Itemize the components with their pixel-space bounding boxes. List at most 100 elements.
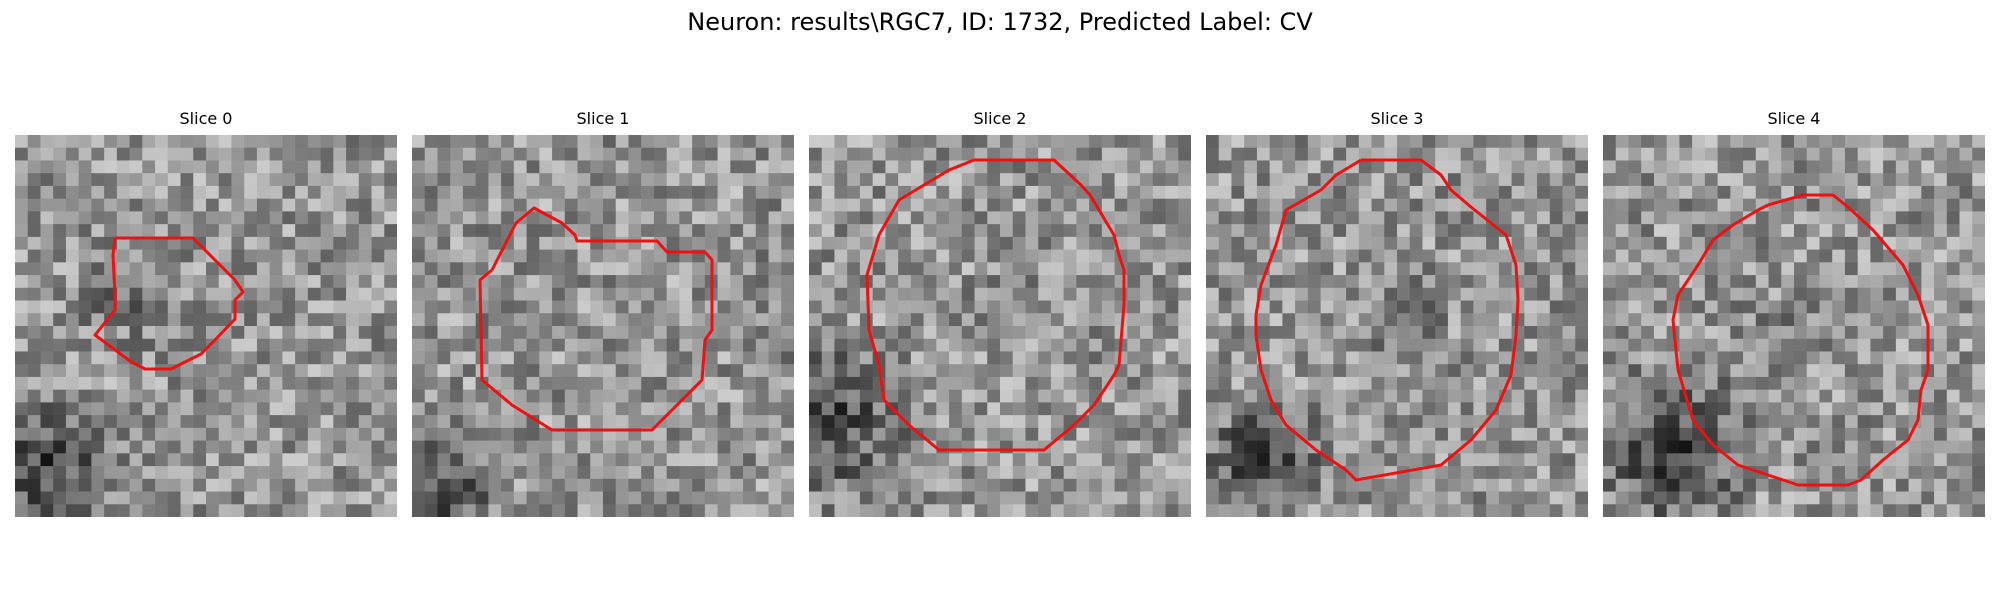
pixel-cell [743,491,757,505]
pixel-cell [1511,453,1525,467]
pixel-cell [628,147,642,162]
pixel-cell [1127,427,1141,442]
pixel-cell [1409,185,1424,200]
pixel-cell [821,262,836,276]
pixel-cell [743,160,757,174]
pixel-cell [1435,185,1449,200]
pixel-cell [1269,313,1283,327]
pixel-cell [1178,173,1191,187]
pixel-cell [1473,440,1487,454]
pixel-cell [295,491,309,505]
pixel-cell [1806,364,1821,378]
pixel-cell [730,249,744,263]
pixel-cell [1218,351,1233,365]
pixel-cell [1244,491,1258,505]
pixel-cell [1615,415,1630,429]
pixel-cell [65,338,80,353]
pixel-cell [987,364,1001,378]
pixel-cell [53,427,67,442]
pixel-cell [615,135,630,149]
pixel-cell [412,389,426,403]
pixel-cell [269,236,283,251]
pixel-cell [1397,160,1411,174]
pixel-cell [1537,364,1551,378]
pixel-cell [1460,402,1474,416]
pixel-cell [936,249,950,263]
pixel-cell [809,160,823,174]
pixel-cell [78,300,92,314]
pixel-cell [1549,300,1564,314]
pixel-cell [1781,504,1795,517]
pixel-cell [513,389,528,403]
pixel-cell [666,415,680,429]
pixel-cell [1000,185,1014,200]
pixel-cell [1717,173,1731,187]
pixel-cell [1972,147,1985,162]
pixel-cell [1537,478,1551,493]
pixel-cell [1768,338,1782,353]
pixel-cell [53,504,67,517]
pixel-cell [104,135,118,149]
pixel-cell [859,427,874,442]
pixel-cell [1460,504,1474,517]
pixel-cell [1063,440,1077,454]
pixel-cell [1486,389,1500,403]
pixel-cell [437,198,451,212]
pixel-cell [1653,326,1668,340]
pixel-cell [1473,376,1487,391]
pixel-cell [1844,440,1859,454]
pixel-cell [898,427,912,442]
pixel-cell [1435,478,1449,493]
pixel-cell [1012,466,1027,480]
pixel-cell [1908,147,1922,162]
pixel-cell [1050,287,1065,302]
figure-title: Neuron: results\RGC7, ID: 1732, Predicte… [687,8,1313,36]
pixel-cell [320,504,334,517]
pixel-cell [1089,453,1103,467]
pixel-cell [180,326,194,340]
pixel-cell [1346,198,1360,212]
pixel-cell [1307,198,1322,212]
pixel-cell [768,453,782,467]
pixel-cell [1666,173,1680,187]
pixel-cell [1921,275,1935,289]
pixel-cell [1781,275,1795,289]
pixel-cell [53,466,67,480]
pixel-cell [1000,236,1014,251]
pixel-cell [1486,198,1500,212]
pixel-cell [564,287,579,302]
pixel-cell [1358,402,1373,416]
pixel-cell [1883,198,1897,212]
pixel-cell [437,300,451,314]
pixel-cell [155,147,169,162]
pixel-cell [809,491,823,505]
pixel-cell [615,147,630,162]
pixel-cell [244,351,258,365]
pixel-cell [1409,198,1424,212]
pixel-cell [142,351,156,365]
pixel-cell [412,185,426,200]
pixel-cell [552,249,566,263]
slice-image-4 [1603,135,1985,517]
pixel-cell [1819,147,1833,162]
pixel-cell [295,402,309,416]
pixel-cell [1012,338,1027,353]
pixel-cell [539,504,553,517]
pixel-cell [1422,198,1436,212]
pixel-cell [910,364,925,378]
pixel-cell [475,287,489,302]
pixel-cell [1000,338,1014,353]
pixel-cell [653,185,668,200]
pixel-cell [768,504,782,517]
pixel-cell [1397,262,1411,276]
pixel-cell [1537,211,1551,225]
pixel-cell [1498,440,1513,454]
pixel-cell [53,262,67,276]
pixel-cell [424,402,439,416]
pixel-cell [564,300,579,314]
pixel-cell [1000,173,1014,187]
pixel-cell [1717,198,1731,212]
pixel-cell [1000,478,1014,493]
pixel-cell [1333,491,1347,505]
pixel-cell [1562,262,1576,276]
